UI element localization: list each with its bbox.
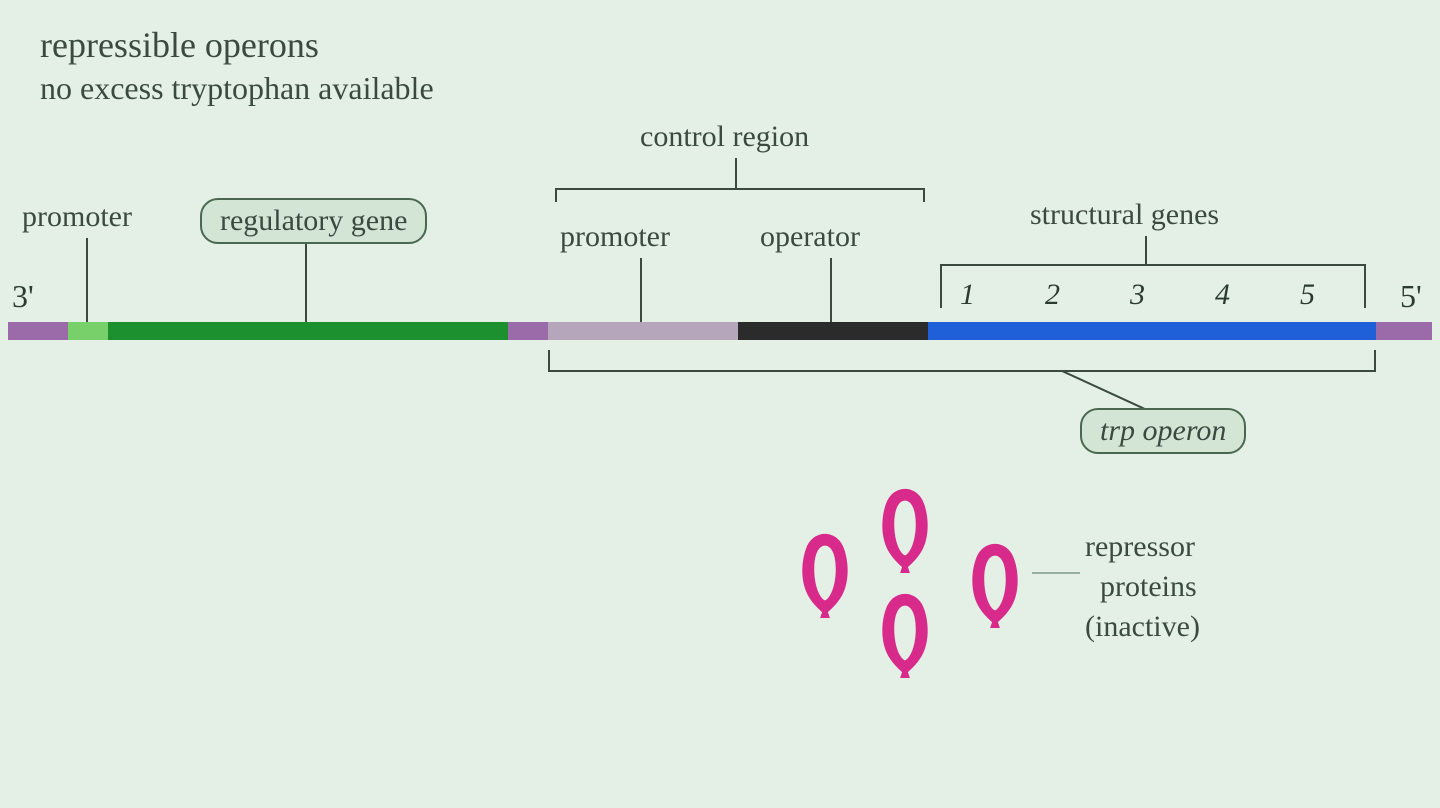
promoter-right-label: promoter (560, 220, 670, 254)
trp-operon-pill: trp operon (1080, 408, 1246, 454)
three-prime-label: 3' (12, 278, 34, 315)
segment-promoter-right (548, 322, 738, 340)
title-line1: repressible operons (40, 24, 319, 66)
repressor-label-3: (inactive) (1085, 610, 1200, 644)
repressor-protein-3 (870, 590, 940, 680)
promoter-right-leader (640, 258, 642, 322)
gene-number-3: 3 (1130, 278, 1145, 312)
gene-number-4: 4 (1215, 278, 1230, 312)
control-region-leader (735, 158, 737, 188)
title-line2: no excess tryptophan available (40, 70, 434, 107)
repressor-label-1: repressor (1085, 530, 1195, 564)
structural-bracket-right (1364, 264, 1366, 308)
operator-leader (830, 258, 832, 322)
operator-label: operator (760, 220, 860, 254)
five-prime-label: 5' (1400, 278, 1422, 315)
gene-number-5: 5 (1300, 278, 1315, 312)
segment-spacer-mid (508, 322, 548, 340)
trp-bracket-right (1374, 350, 1376, 372)
repressor-protein-2 (870, 485, 940, 575)
structural-genes-label: structural genes (1030, 198, 1219, 232)
control-region-bracket-top (555, 188, 925, 190)
segment-spacer-left (8, 322, 68, 340)
promoter-left-leader (86, 238, 88, 322)
repressor-protein-1 (790, 530, 860, 620)
gene-number-2: 2 (1045, 278, 1060, 312)
structural-genes-leader (1145, 236, 1147, 264)
segment-regulatory-gene (108, 322, 508, 340)
structural-bracket-left (940, 264, 942, 308)
repressor-protein-4 (960, 540, 1030, 630)
segment-promoter-left (68, 322, 108, 340)
repressor-leader (1032, 572, 1080, 574)
repressor-label-2: proteins (1100, 570, 1197, 604)
control-region-label: control region (640, 120, 809, 154)
segment-structural-genes (928, 322, 1376, 340)
promoter-left-label: promoter (22, 200, 132, 234)
structural-bracket-top (940, 264, 1366, 266)
regulatory-gene-leader (305, 244, 307, 322)
trp-bracket-bottom (548, 370, 1376, 372)
regulatory-gene-pill: regulatory gene (200, 198, 427, 244)
segment-operator (738, 322, 928, 340)
gene-number-1: 1 (960, 278, 975, 312)
control-region-bracket-right (923, 188, 925, 202)
control-region-bracket-left (555, 188, 557, 202)
segment-spacer-right (1376, 322, 1432, 340)
trp-bracket-left (548, 350, 550, 372)
